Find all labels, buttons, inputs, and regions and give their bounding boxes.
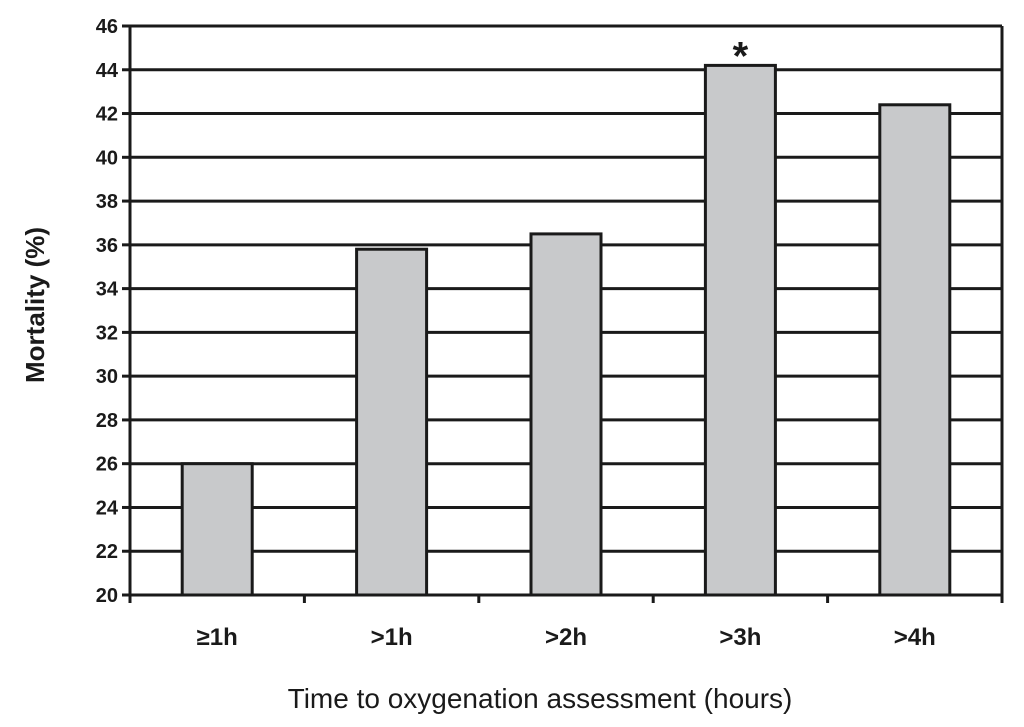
x-tick-label: >4h (894, 624, 936, 651)
y-tick-label: 34 (96, 279, 119, 301)
y-tick-label: 26 (96, 454, 118, 476)
y-tick-label: 24 (96, 497, 119, 519)
y-tick-label: 20 (96, 585, 118, 607)
y-tick-label: 40 (96, 147, 118, 169)
x-tick-label: >2h (545, 624, 587, 651)
y-tick-label: 32 (96, 322, 118, 344)
significance-asterisk: * (733, 34, 749, 78)
y-tick-label: 28 (96, 410, 118, 432)
y-tick-label: 30 (96, 366, 118, 388)
annotations: * (733, 34, 749, 78)
bars (180, 63, 952, 597)
x-axis-title: Time to oxygenation assessment (hours) (288, 683, 793, 714)
axes (122, 24, 1004, 603)
y-tick-label: 44 (96, 60, 119, 82)
x-tick-labels: ≥1h >1h >2h >3h >4h (197, 624, 936, 651)
bar (703, 63, 777, 597)
bar (180, 462, 254, 597)
y-axis-title: Mortality (%) (20, 227, 50, 383)
y-tick-label: 36 (96, 235, 118, 257)
y-tick-label: 42 (96, 104, 118, 126)
bar (878, 103, 952, 597)
y-tick-label: 46 (96, 16, 118, 38)
x-tick-label: >1h (371, 624, 413, 651)
bar (355, 247, 429, 597)
y-tick-label: 38 (96, 191, 118, 213)
y-tick-labels: 20 22 24 26 28 30 32 34 36 38 40 42 44 46 (96, 16, 119, 607)
bar (529, 232, 603, 597)
y-tick-label: 22 (96, 541, 118, 563)
x-tick-label: ≥1h (197, 624, 238, 651)
x-tick-label: >3h (719, 624, 761, 651)
